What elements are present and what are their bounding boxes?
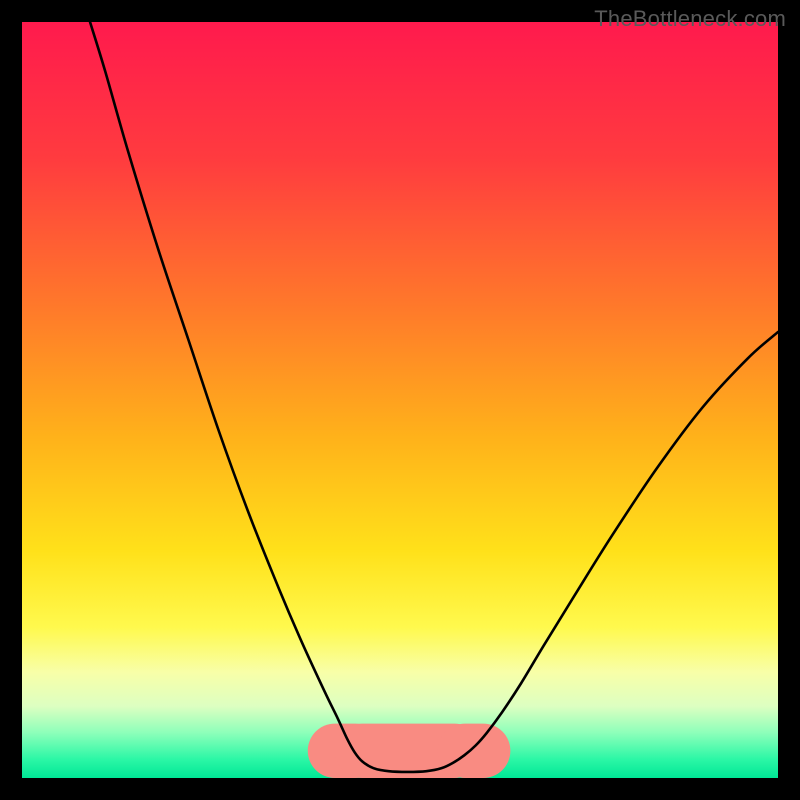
chart-container: TheBottleneck.com xyxy=(0,0,800,800)
watermark-text: TheBottleneck.com xyxy=(594,6,786,32)
plot-background-gradient xyxy=(22,22,778,778)
bottleneck-curve-plot xyxy=(0,0,800,800)
